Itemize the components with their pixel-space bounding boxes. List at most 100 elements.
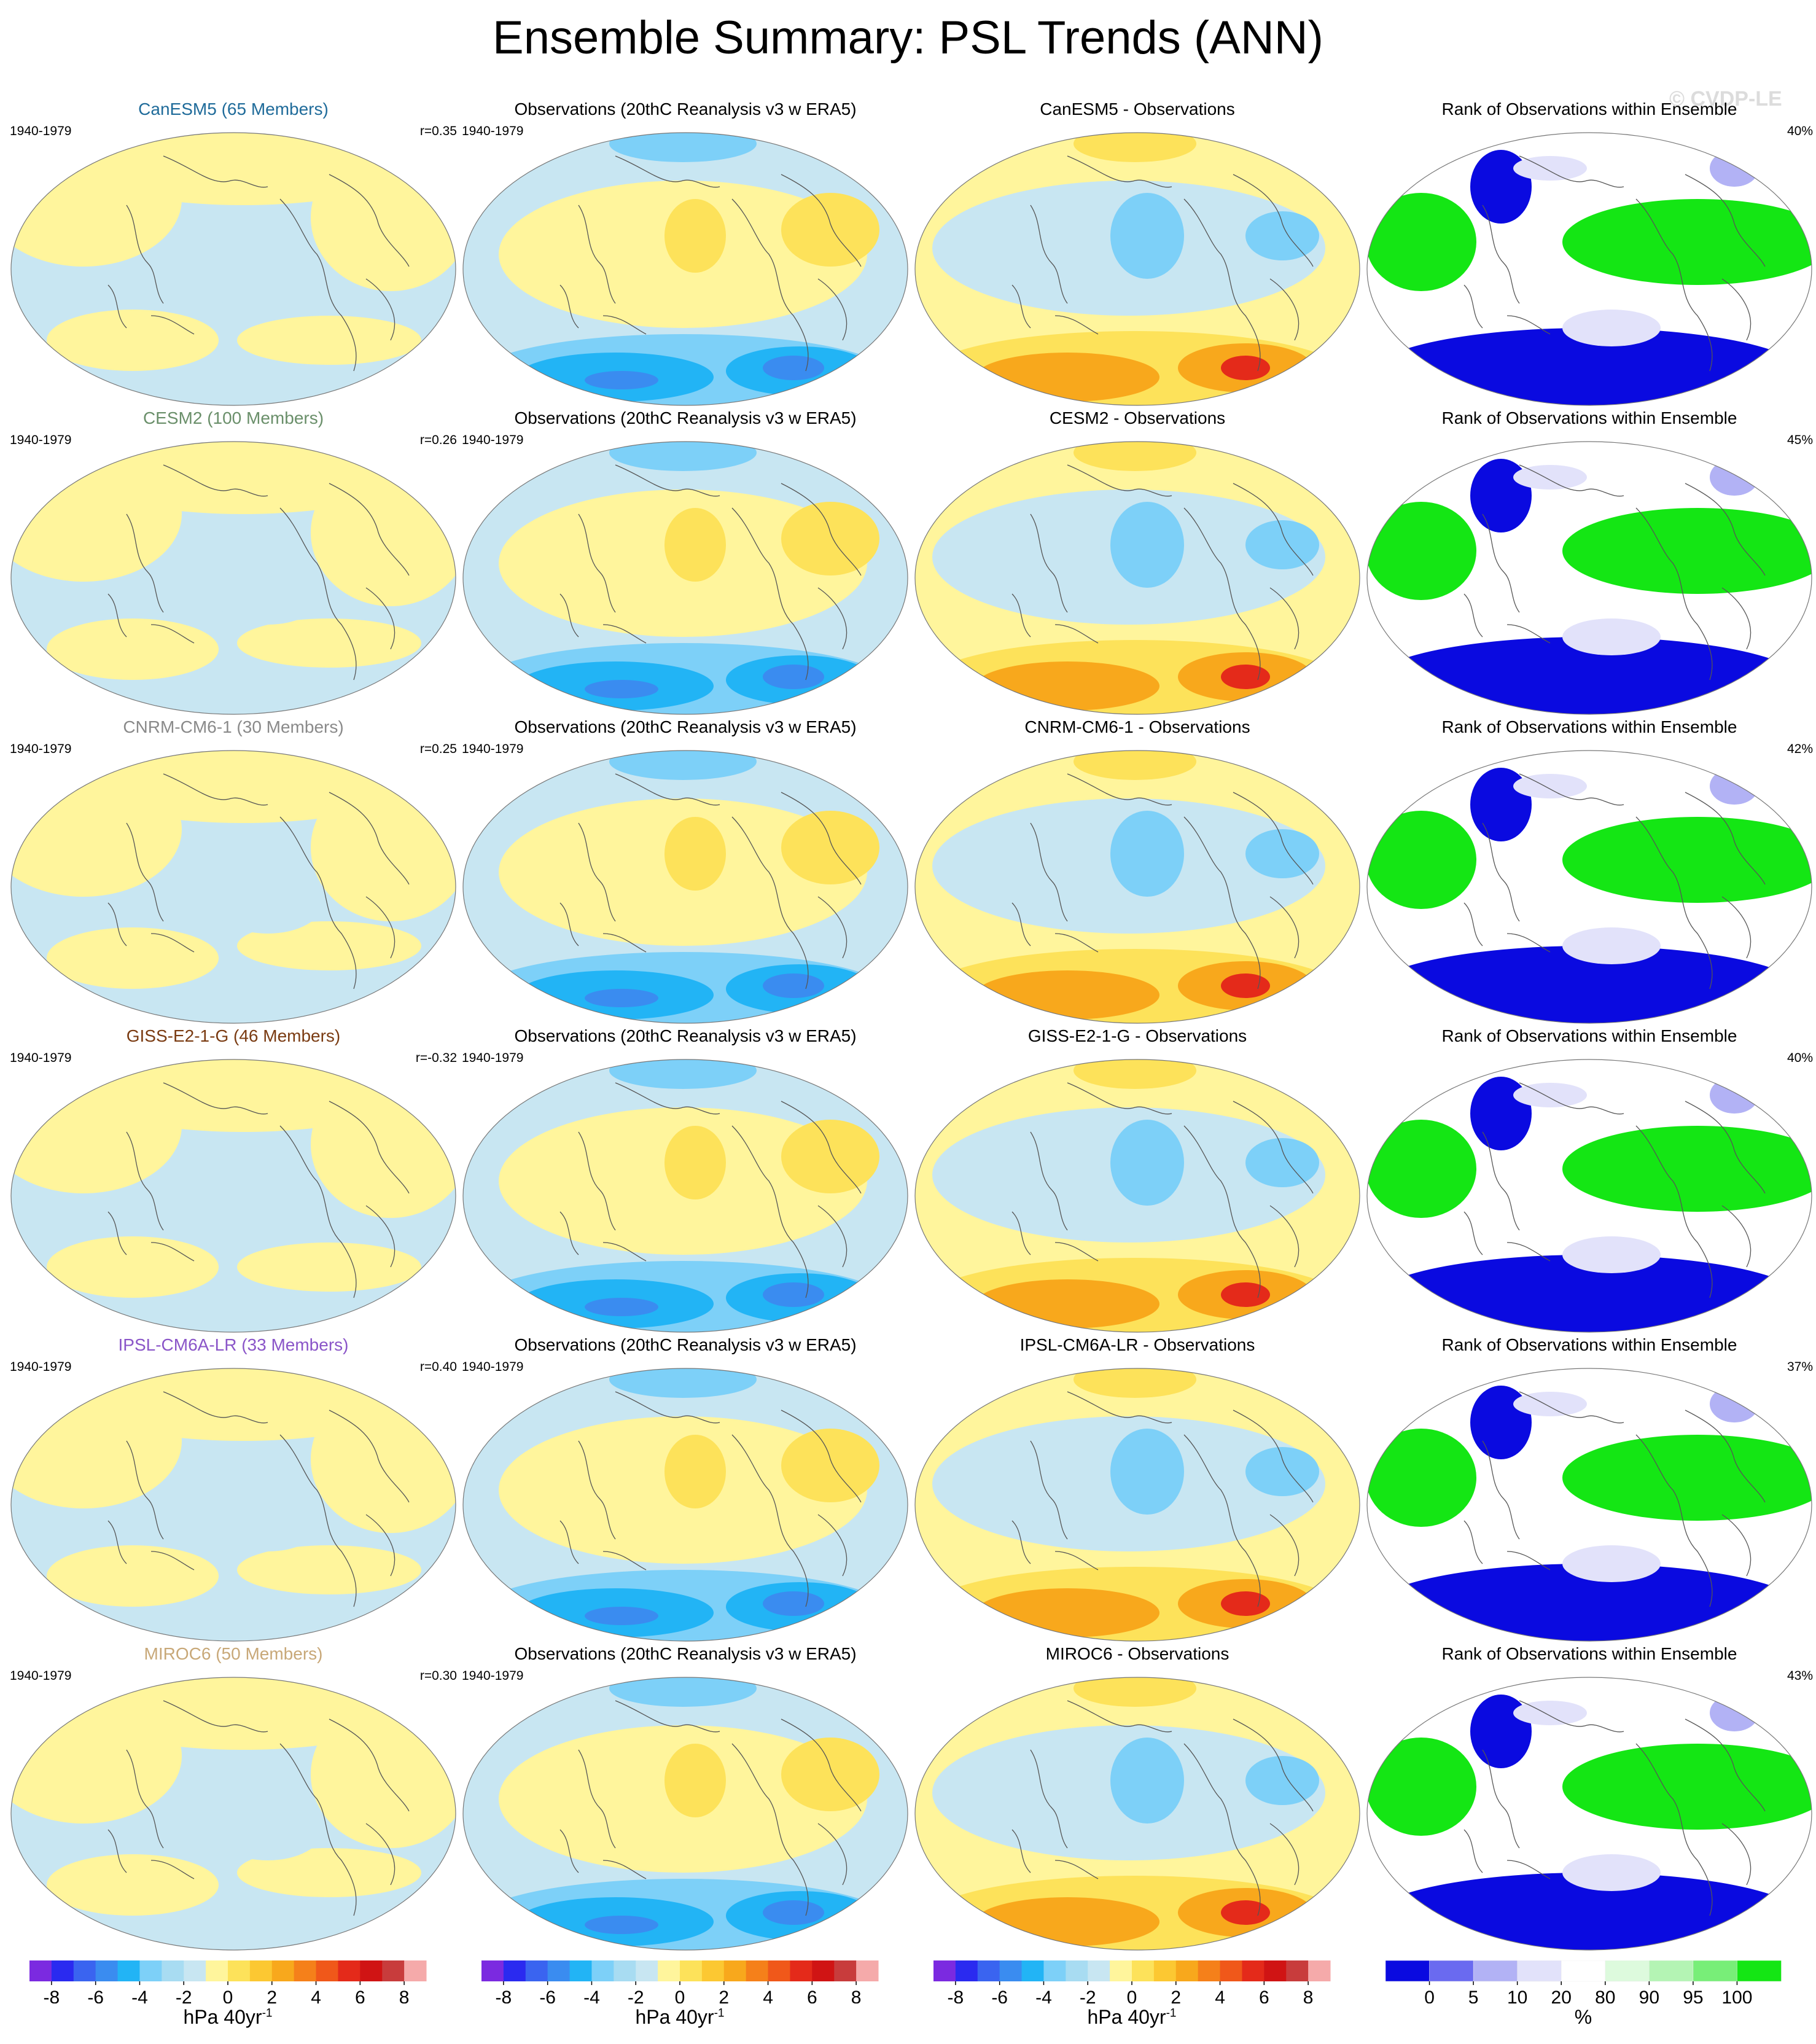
colorbar-tick-label: 8 — [1303, 1987, 1314, 2003]
rank-panel: Rank of Observations within Ensemble 42% — [1366, 717, 1813, 1024]
diff-panel-title: MIROC6 - Observations — [1045, 1644, 1230, 1663]
obs-panel: Observations (20thC Reanalysis v3 w ERA5… — [462, 1644, 909, 1951]
colorbar-tick-label: -8 — [948, 1987, 964, 2003]
colorbar-tick-label: -8 — [44, 1987, 60, 2003]
rank-panel: Rank of Observations within Ensemble 40% — [1366, 99, 1813, 407]
colorbar-unit-exponent: -1 — [262, 2007, 273, 2020]
diff-panel: GISS-E2-1-G - Observations — [914, 1026, 1361, 1333]
colorbar-swatch — [1286, 1960, 1309, 1981]
colorbar-swatch — [184, 1960, 206, 1981]
correlation-label: r=-0.32 — [415, 1051, 457, 1065]
model-panel-title: IPSL-CM6A-LR (33 Members) — [118, 1335, 349, 1354]
colorbar-tick-label: 10 — [1507, 1987, 1527, 2003]
diff-panel-title: IPSL-CM6A-LR - Observations — [1019, 1335, 1255, 1354]
colorbar-swatch — [1693, 1960, 1738, 1982]
colorbar-swatch — [723, 1960, 747, 1981]
colorbar-swatch — [746, 1960, 769, 1981]
map-outline — [10, 750, 456, 1024]
rank-panel: Rank of Observations within Ensemble 40% — [1366, 1026, 1813, 1333]
period-label: 1940-1979 — [462, 1360, 524, 1374]
colorbar-swatch — [29, 1960, 52, 1981]
colorbar-tick-label: -4 — [1035, 1987, 1052, 2003]
period-label: 1940-1979 — [462, 742, 524, 756]
rank-map — [1366, 1368, 1812, 1642]
rank-panel-title: Rank of Observations within Ensemble — [1441, 1335, 1737, 1354]
colorbar-tick-label: 80 — [1595, 1987, 1615, 2003]
colorbar-swatch — [294, 1960, 317, 1981]
model-panel-title: CNRM-CM6-1 (30 Members) — [123, 717, 344, 736]
colorbar-tick-label: -8 — [496, 1987, 512, 2003]
colorbar-tick-label: 8 — [399, 1987, 410, 2003]
obs-panel: Observations (20thC Reanalysis v3 w ERA5… — [462, 1026, 909, 1333]
colorbar-label: hPa 40yr-1 — [481, 2006, 878, 2029]
rank-panel-title: Rank of Observations within Ensemble — [1441, 99, 1737, 119]
colorbar-swatch — [1649, 1960, 1694, 1982]
page-title: Ensemble Summary: PSL Trends (ANN) — [493, 12, 1323, 64]
obs-map — [462, 132, 908, 406]
colorbar-swatch — [271, 1960, 295, 1981]
model-panel: CanESM5 (65 Members) 1940-1979 r=0.35 — [10, 99, 457, 407]
colorbar-swatch — [162, 1960, 184, 1981]
colorbar-unit-exponent: -1 — [1166, 2007, 1177, 2020]
colorbar-swatch — [1021, 1960, 1044, 1981]
colorbar-tick-label: 2 — [267, 1987, 277, 2003]
diff-map — [914, 1059, 1360, 1333]
colorbar-unit: hPa 40yr — [183, 2006, 262, 2028]
colorbar-swatch — [1517, 1960, 1562, 1982]
colorbar-swatch — [1066, 1960, 1088, 1981]
colorbar-swatch — [856, 1960, 879, 1981]
model-map — [10, 1059, 456, 1333]
watermark: © CVDP-LE — [1669, 87, 1782, 111]
colorbar-swatch — [73, 1960, 96, 1981]
rank-percent: 43% — [1787, 1669, 1813, 1683]
colorbar-tick-label: 5 — [1468, 1987, 1479, 2003]
colorbar-swatch — [1175, 1960, 1199, 1981]
colorbar-swatch — [1242, 1960, 1265, 1981]
colorbar-swatch — [547, 1960, 571, 1981]
colorbar-tick-label: 100 — [1721, 1987, 1752, 2003]
model-panel: CNRM-CM6-1 (30 Members) 1940-1979 r=0.25 — [10, 717, 457, 1024]
map-outline — [10, 132, 456, 406]
period-label: 1940-1979 — [10, 433, 72, 447]
colorbar-swatch — [790, 1960, 813, 1981]
diff-panel-title: CESM2 - Observations — [1049, 408, 1226, 427]
period-label: 1940-1979 — [462, 433, 524, 447]
rank-colorbar-label: % — [1574, 2006, 1592, 2028]
map-outline — [1366, 1368, 1812, 1642]
map-outline — [1366, 1059, 1812, 1333]
trend-colorbar: -8 -6 -4 -2 0 2 4 6 8 — [29, 1960, 427, 2003]
obs-panel: Observations (20thC Reanalysis v3 w ERA5… — [462, 408, 909, 716]
obs-panel: Observations (20thC Reanalysis v3 w ERA5… — [462, 99, 909, 407]
rank-map — [1366, 132, 1812, 406]
map-outline — [914, 1059, 1360, 1333]
colorbar-swatch — [206, 1960, 228, 1981]
colorbar-swatch — [338, 1960, 360, 1981]
obs-panel-title: Observations (20thC Reanalysis v3 w ERA5… — [514, 1335, 857, 1354]
map-outline — [462, 750, 908, 1024]
colorbar-swatch — [680, 1960, 703, 1981]
diff-panel-title: CNRM-CM6-1 - Observations — [1024, 717, 1250, 736]
colorbar-swatch — [834, 1960, 857, 1981]
colorbar-swatch — [316, 1960, 338, 1981]
colorbar-swatch — [51, 1960, 74, 1981]
map-outline — [914, 132, 1360, 406]
map-outline — [914, 441, 1360, 715]
colorbar-unit: hPa 40yr — [1087, 2006, 1166, 2028]
diff-panel: CanESM5 - Observations — [914, 99, 1361, 407]
rank-percent: 40% — [1787, 1051, 1813, 1065]
colorbar-tick-label: 4 — [311, 1987, 321, 2003]
map-outline — [914, 1368, 1360, 1642]
correlation-label: r=0.40 — [419, 1360, 457, 1374]
colorbar-swatch — [614, 1960, 636, 1981]
colorbar-swatch — [955, 1960, 978, 1981]
colorbar-tick-label: 6 — [1259, 1987, 1269, 2003]
colorbar-tick-label: -2 — [628, 1987, 644, 2003]
obs-map — [462, 1059, 908, 1333]
diff-map — [914, 1368, 1360, 1642]
colorbar-tick-label: -4 — [583, 1987, 600, 2003]
model-panel-title: CanESM5 (65 Members) — [138, 99, 329, 119]
colorbar-swatch — [768, 1960, 790, 1981]
colorbar-swatch — [117, 1960, 140, 1981]
trend-colorbar: -8 -6 -4 -2 0 2 4 6 8 — [481, 1960, 879, 2003]
rank-colorbar: 0 5 10 20 80 90 95 100 — [1385, 1960, 1782, 2003]
